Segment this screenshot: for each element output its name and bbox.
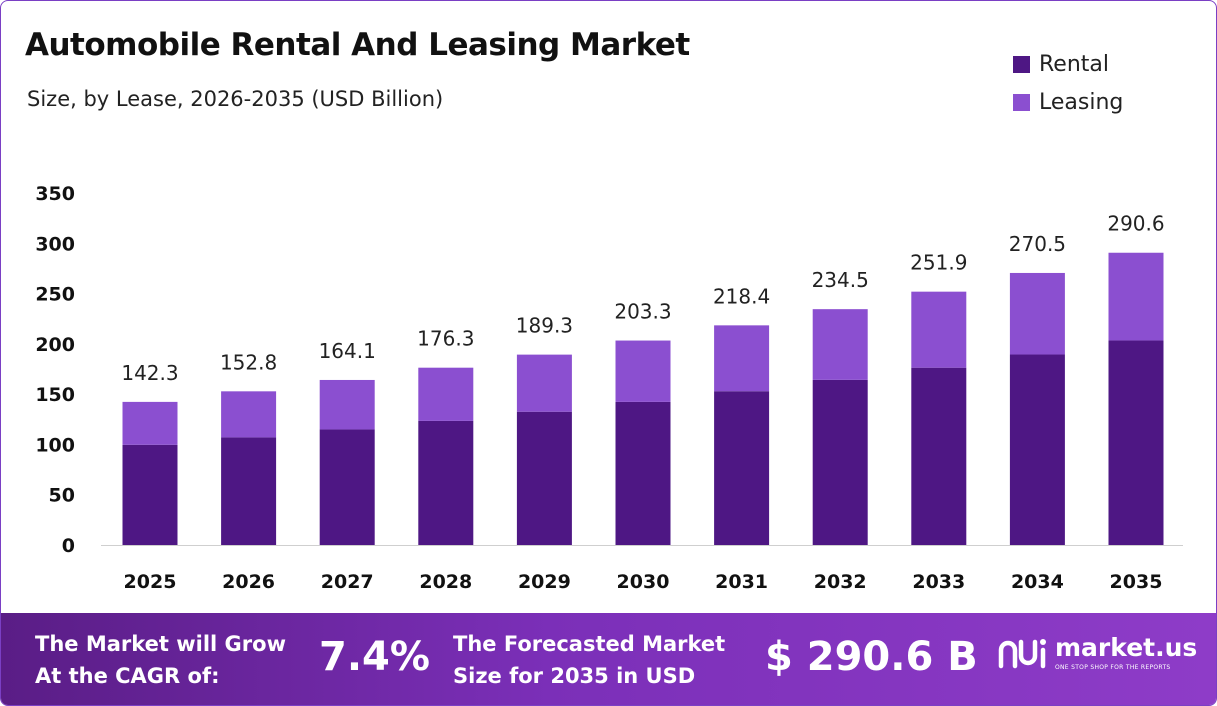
bar-rental [1108, 340, 1164, 545]
bar-rental [911, 367, 967, 545]
bar-total-label: 251.9 [910, 251, 967, 275]
bar-total-label: 270.5 [1009, 232, 1066, 256]
cagr-value: 7.4% [319, 634, 430, 680]
x-tick-label: 2031 [715, 571, 768, 593]
bar-leasing [221, 391, 277, 438]
bar-rental [319, 429, 375, 545]
forecast-value: $ 290.6 B [765, 634, 978, 680]
y-tick-label: 250 [35, 284, 75, 306]
bar-leasing [418, 367, 474, 421]
bar-leasing [1108, 252, 1164, 341]
bar-rental [615, 401, 671, 545]
cagr-label: The Market will Grow At the CAGR of: [35, 628, 286, 692]
legend: Rental Leasing [1013, 45, 1123, 121]
x-tick-label: 2029 [518, 571, 571, 593]
legend-label-leasing: Leasing [1039, 89, 1124, 115]
legend-item-rental: Rental [1013, 45, 1123, 83]
y-tick-label: 100 [35, 434, 75, 456]
forecast-label: The Forecasted Market Size for 2035 in U… [453, 628, 725, 692]
x-tick-label: 2032 [814, 571, 867, 593]
bar-leasing [911, 291, 967, 368]
x-tick-label: 2027 [321, 571, 374, 593]
bar-rental [1009, 354, 1065, 545]
stacked-bar-chart: 0 50 100 150 200 250 300 350 142.3 2025 152.8 2026 1… [35, 183, 1183, 593]
chart-title: Automobile Rental And Leasing Market [25, 27, 690, 63]
bar-rental [122, 444, 178, 545]
y-tick-label: 50 [49, 485, 75, 507]
bar-total-label: 189.3 [516, 314, 573, 338]
x-tick-label: 2034 [1011, 571, 1064, 593]
bar-total-label: 142.3 [121, 361, 178, 385]
x-tick-label: 2030 [617, 571, 670, 593]
y-tick-label: 350 [35, 183, 75, 205]
y-tick-label: 150 [35, 384, 75, 406]
brand-name: market.us [1055, 633, 1198, 662]
forecast-label-line1: The Forecasted Market [453, 632, 726, 656]
legend-swatch-rental [1013, 55, 1030, 73]
market-us-logo-icon [998, 639, 1046, 669]
forecast-label-line2: Size for 2035 in USD [453, 664, 696, 688]
bar-rental [221, 437, 277, 545]
bar-leasing [319, 379, 375, 430]
y-tick-label: 300 [35, 233, 75, 255]
bar-leasing [812, 309, 868, 380]
y-tick-label: 200 [35, 334, 75, 356]
x-tick-label: 2033 [912, 571, 965, 593]
x-tick-label: 2035 [1110, 571, 1163, 593]
cagr-label-line2: At the CAGR of: [35, 664, 220, 688]
bar-total-label: 176.3 [417, 327, 474, 351]
footer-banner: The Market will Grow At the CAGR of: 7.4… [1, 613, 1216, 705]
bar-total-label: 164.1 [319, 339, 376, 363]
bar-rental [516, 411, 572, 545]
brand-text: market.us ONE STOP SHOP FOR THE REPORTS [1055, 633, 1198, 672]
y-tick-label: 0 [62, 535, 75, 557]
x-tick-label: 2028 [419, 571, 472, 593]
bar-leasing [714, 325, 770, 392]
bar-leasing [615, 340, 671, 402]
legend-swatch-leasing [1013, 93, 1030, 111]
x-tick-label: 2025 [124, 571, 177, 593]
bar-total-label: 203.3 [614, 300, 671, 324]
brand-tagline: ONE STOP SHOP FOR THE REPORTS [1055, 664, 1171, 671]
brand: market.us ONE STOP SHOP FOR THE REPORTS [997, 635, 1197, 671]
bar-rental [714, 391, 770, 545]
cagr-label-line1: The Market will Grow [35, 632, 286, 656]
x-tick-label: 2026 [222, 571, 275, 593]
bar-leasing [516, 354, 572, 412]
bar-leasing [122, 401, 178, 445]
chart-subtitle: Size, by Lease, 2026-2035 (USD Billion) [27, 87, 444, 111]
legend-item-leasing: Leasing [1013, 83, 1123, 121]
bar-total-label: 218.4 [713, 284, 770, 308]
bar-rental [418, 420, 474, 545]
bar-rental [812, 379, 868, 545]
bar-total-label: 290.6 [1107, 212, 1164, 236]
bar-leasing [1009, 272, 1065, 355]
bar-total-label: 152.8 [220, 350, 277, 374]
legend-label-rental: Rental [1039, 51, 1109, 77]
bar-total-label: 234.5 [812, 268, 869, 292]
